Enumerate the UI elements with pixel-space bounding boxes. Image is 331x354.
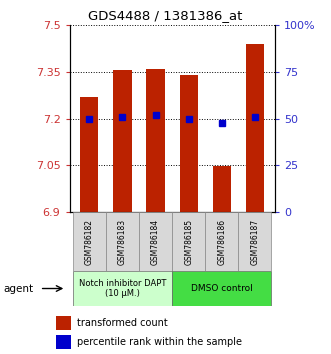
Bar [146,69,165,212]
Text: GSM786185: GSM786185 [184,218,193,265]
Text: GSM786187: GSM786187 [250,218,260,265]
Text: GSM786183: GSM786183 [118,218,127,265]
Bar [56,316,71,330]
Text: percentile rank within the sample: percentile rank within the sample [77,337,242,348]
Bar [139,212,172,271]
Bar [80,97,98,212]
Bar [56,336,71,349]
Text: GSM786186: GSM786186 [217,218,226,265]
Bar [73,212,106,271]
Bar [179,75,198,212]
Text: GSM786182: GSM786182 [85,219,94,264]
Bar [246,44,264,212]
Bar [73,271,172,306]
Bar [213,166,231,212]
Text: DMSO control: DMSO control [191,284,253,293]
Text: transformed count: transformed count [77,318,167,328]
Bar [238,212,271,271]
Bar [113,70,131,212]
Bar [106,212,139,271]
Text: Notch inhibitor DAPT
(10 μM.): Notch inhibitor DAPT (10 μM.) [79,279,166,298]
Text: GDS4488 / 1381386_at: GDS4488 / 1381386_at [88,9,243,22]
Text: agent: agent [3,284,33,293]
Bar [205,212,238,271]
Text: GSM786184: GSM786184 [151,218,160,265]
Bar [172,271,271,306]
Bar [172,212,205,271]
